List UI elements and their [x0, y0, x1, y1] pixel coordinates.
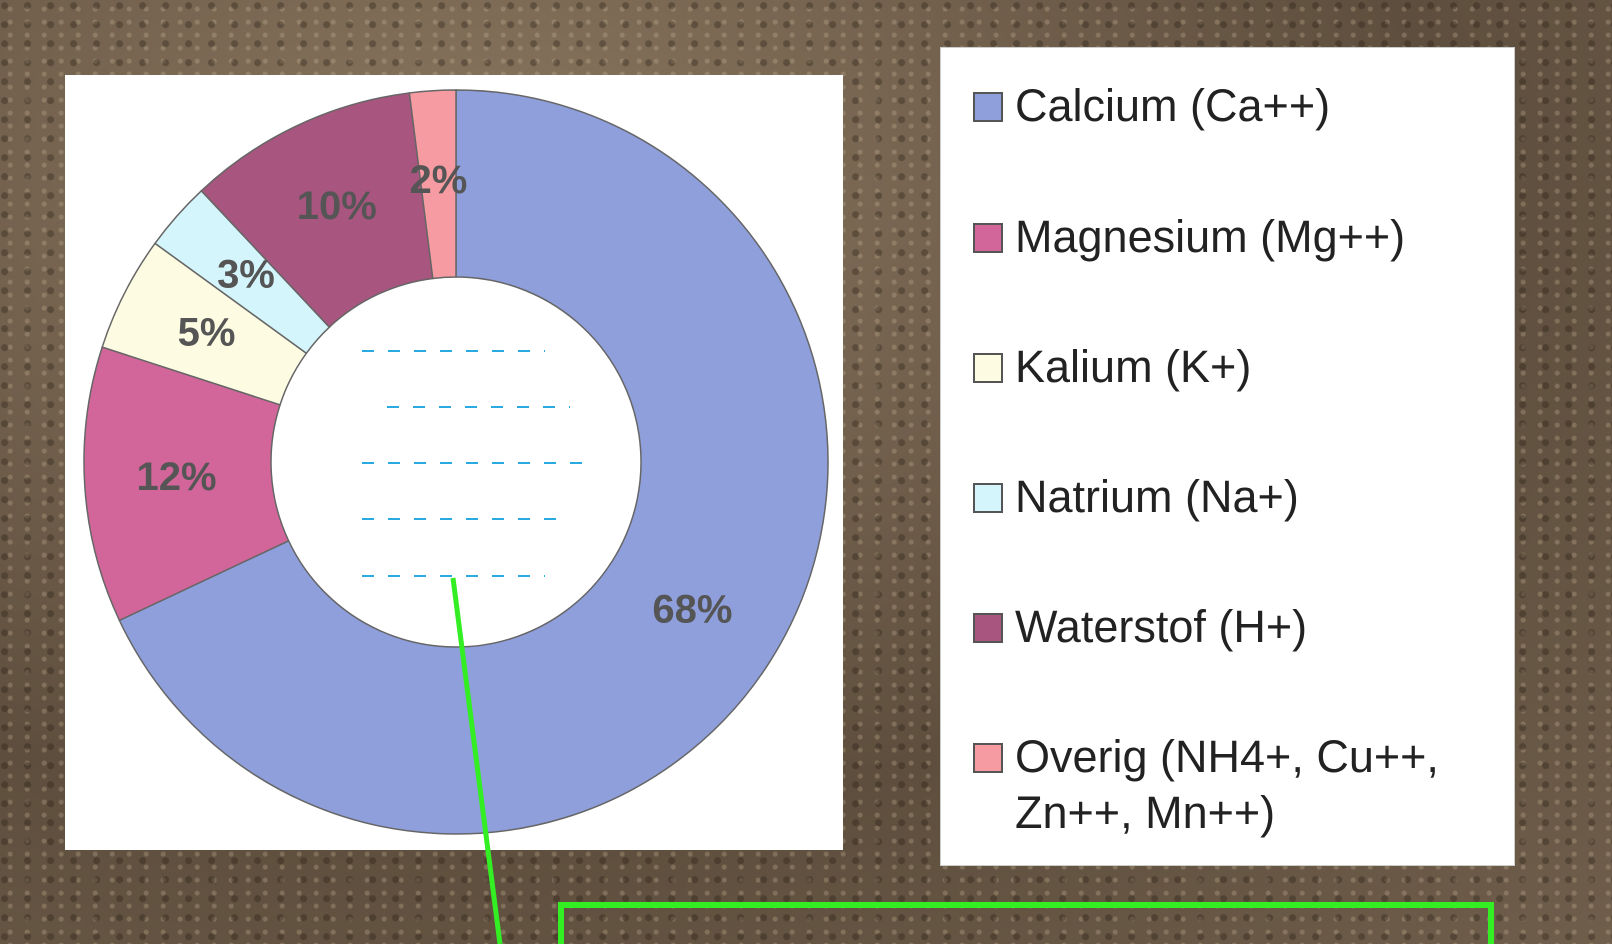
legend-swatch	[973, 92, 1003, 122]
legend-item: Overig (NH4+, Cu++, Zn++, Mn++)	[973, 729, 1495, 841]
slices	[83, 89, 829, 835]
value-label: 3%	[217, 252, 275, 296]
legend-item: Magnesium (Mg++)	[973, 209, 1495, 265]
highlight-box	[558, 902, 1494, 944]
legend-label: Waterstof (H+)	[1015, 601, 1308, 652]
legend-label: Kalium (K+)	[1015, 341, 1252, 392]
legend-swatch	[973, 613, 1003, 643]
legend-swatch	[973, 483, 1003, 513]
value-label: 10%	[297, 184, 377, 228]
legend-swatch	[973, 353, 1003, 383]
legend-label: Calcium (Ca++)	[1015, 80, 1331, 131]
value-label: 68%	[652, 588, 732, 632]
legend: Calcium (Ca++) Magnesium (Mg++) Kalium (K+…	[940, 47, 1515, 866]
legend-item: Calcium (Ca++)	[973, 78, 1495, 134]
legend-label: Natrium (Na+)	[1015, 471, 1299, 522]
pointer-line	[450, 577, 503, 944]
value-label: 5%	[178, 310, 236, 354]
legend-item: Kalium (K+)	[973, 339, 1495, 395]
slice	[118, 89, 829, 835]
legend-label: Magnesium (Mg++)	[1015, 211, 1406, 262]
legend-item: Waterstof (H+)	[973, 599, 1495, 655]
legend-swatch	[973, 223, 1003, 253]
value-label: 12%	[137, 455, 217, 499]
legend-swatch	[973, 743, 1003, 773]
slice	[83, 346, 290, 622]
slice	[408, 89, 457, 280]
value-label: 2%	[410, 158, 468, 202]
legend-item: Natrium (Na+)	[973, 469, 1495, 525]
legend-label: Overig (NH4+, Cu++, Zn++, Mn++)	[1015, 731, 1439, 838]
dashes	[362, 350, 585, 577]
